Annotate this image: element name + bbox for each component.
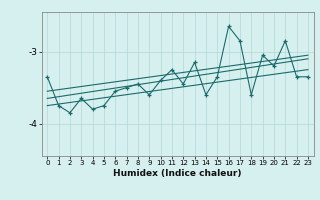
X-axis label: Humidex (Indice chaleur): Humidex (Indice chaleur) [113,169,242,178]
